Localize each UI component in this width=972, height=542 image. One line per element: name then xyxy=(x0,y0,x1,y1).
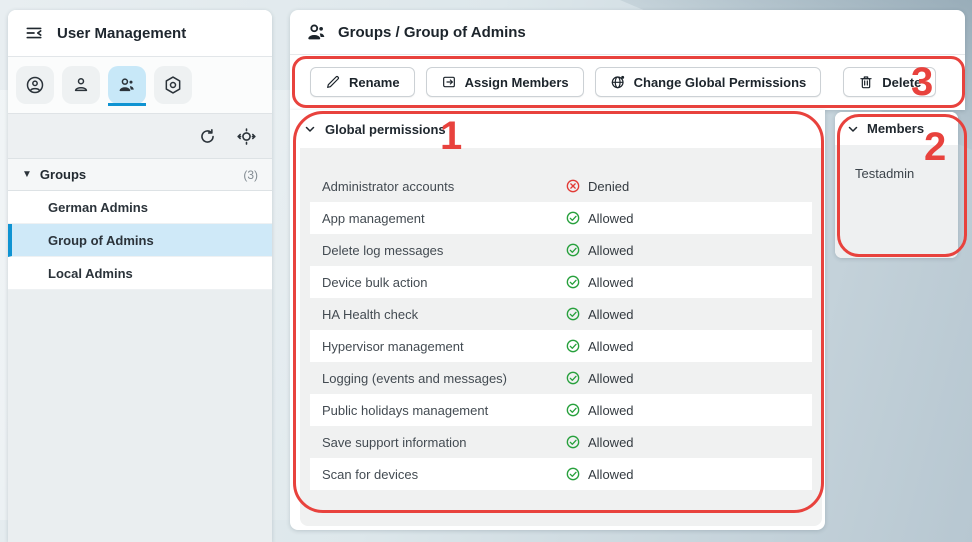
main-panel-header: Groups / Group of Admins Rename Assign Me… xyxy=(290,10,965,110)
permission-label: Scan for devices xyxy=(322,466,419,482)
permission-status: Allowed xyxy=(565,434,634,450)
denied-icon xyxy=(565,178,581,194)
permission-status: Allowed xyxy=(565,338,634,354)
members-panel: Members Testadmin xyxy=(835,112,958,258)
sidebar: User Management ▼ Groups (3) German Admi… xyxy=(8,10,272,542)
permission-label: Delete log messages xyxy=(322,242,444,258)
chevron-down-icon xyxy=(304,123,316,135)
groups-count: (3) xyxy=(243,167,258,182)
allowed-icon xyxy=(565,338,581,354)
trash-icon xyxy=(858,74,874,90)
permission-row: Save support information Allowed xyxy=(310,426,812,458)
permission-row: Public holidays management Allowed xyxy=(310,394,812,426)
tree-item-group-of-admins[interactable]: Group of Admins xyxy=(8,224,272,257)
groups-tree-header[interactable]: ▼ Groups (3) xyxy=(8,158,272,191)
groups-tree-title: Groups xyxy=(39,167,87,182)
tree-item-local-admins[interactable]: Local Admins xyxy=(8,257,272,290)
global-permissions-header[interactable]: Global permissions xyxy=(290,110,825,148)
permission-label: Save support information xyxy=(322,434,467,450)
tab-user[interactable] xyxy=(62,66,100,104)
group-icon xyxy=(306,21,328,43)
change-global-permissions-button[interactable]: Change Global Permissions xyxy=(594,67,822,97)
sidebar-header: User Management xyxy=(8,10,272,57)
permission-row: Delete log messages Allowed xyxy=(310,234,812,266)
sidebar-utility-bar xyxy=(8,114,272,158)
member-item[interactable]: Testadmin xyxy=(855,166,915,181)
tab-user-group[interactable] xyxy=(108,66,146,106)
tab-roles-hexagon[interactable] xyxy=(154,66,192,104)
allowed-icon xyxy=(565,434,581,450)
breadcrumb-row: Groups / Group of Admins xyxy=(290,10,965,55)
assign-icon xyxy=(441,74,457,90)
permission-status: Allowed xyxy=(565,466,634,482)
allowed-icon xyxy=(565,274,581,290)
group-actions-toolbar: Rename Assign Members Change Global Permis… xyxy=(290,55,965,97)
groups-tree: German Admins Group of Admins Local Admins xyxy=(8,191,272,290)
permission-row: Administrator accounts Denied xyxy=(310,170,812,202)
refresh-icon[interactable] xyxy=(198,127,217,146)
breadcrumb: Groups / Group of Admins xyxy=(338,23,526,41)
pencil-icon xyxy=(325,74,341,90)
permission-row: Hypervisor management Allowed xyxy=(310,330,812,362)
sidebar-title: User Management xyxy=(57,24,187,42)
sidebar-tabs xyxy=(8,57,272,114)
global-permissions-title: Global permissions xyxy=(325,121,446,137)
tree-item-german-admins[interactable]: German Admins xyxy=(8,191,272,224)
globe-icon xyxy=(610,74,626,90)
sidebar-filler xyxy=(8,290,272,542)
members-header[interactable]: Members xyxy=(835,112,958,145)
permission-row: App management Allowed xyxy=(310,202,812,234)
permission-label: Logging (events and messages) xyxy=(322,370,508,386)
caret-down-icon: ▼ xyxy=(22,169,32,180)
permission-row: HA Health check Allowed xyxy=(310,298,812,330)
allowed-icon xyxy=(565,242,581,258)
chevron-down-icon xyxy=(847,123,859,135)
members-list: Testadmin xyxy=(835,145,958,258)
allowed-icon xyxy=(565,370,581,386)
permission-row: Device bulk action Allowed xyxy=(310,266,812,298)
assign-members-button[interactable]: Assign Members xyxy=(425,67,584,97)
settings-arrows-icon[interactable] xyxy=(237,127,256,146)
permission-status: Allowed xyxy=(565,370,634,386)
permission-status: Allowed xyxy=(565,274,634,290)
permission-label: Hypervisor management xyxy=(322,338,464,354)
permission-status: Allowed xyxy=(565,242,634,258)
global-permissions-panel: Global permissions Administrator account… xyxy=(290,110,825,530)
user-group-icon xyxy=(117,75,137,95)
roles-hexagon-icon xyxy=(163,75,183,95)
permission-row: Logging (events and messages) Allowed xyxy=(310,362,812,394)
permission-label: Public holidays management xyxy=(322,402,489,418)
allowed-icon xyxy=(565,466,581,482)
permissions-list: Administrator accounts Denied App manageme… xyxy=(300,148,822,526)
allowed-icon xyxy=(565,306,581,322)
permission-label: Device bulk action xyxy=(322,274,428,290)
permission-status: Allowed xyxy=(565,210,634,226)
user-icon xyxy=(71,75,91,95)
rename-button[interactable]: Rename xyxy=(310,67,415,97)
permission-label: Administrator accounts xyxy=(322,178,455,194)
collapse-sidebar-icon[interactable] xyxy=(24,23,44,43)
permission-label: HA Health check xyxy=(322,306,419,322)
allowed-icon xyxy=(565,210,581,226)
permission-status: Allowed xyxy=(565,306,634,322)
members-title: Members xyxy=(867,121,925,136)
permission-status: Denied xyxy=(565,178,629,194)
permission-status: Allowed xyxy=(565,402,634,418)
account-circle-icon xyxy=(25,75,45,95)
permission-label: App management xyxy=(322,210,425,226)
tab-account-circle[interactable] xyxy=(16,66,54,104)
delete-button[interactable]: Delete xyxy=(843,67,937,97)
permission-row: Scan for devices Allowed xyxy=(310,458,812,490)
allowed-icon xyxy=(565,402,581,418)
